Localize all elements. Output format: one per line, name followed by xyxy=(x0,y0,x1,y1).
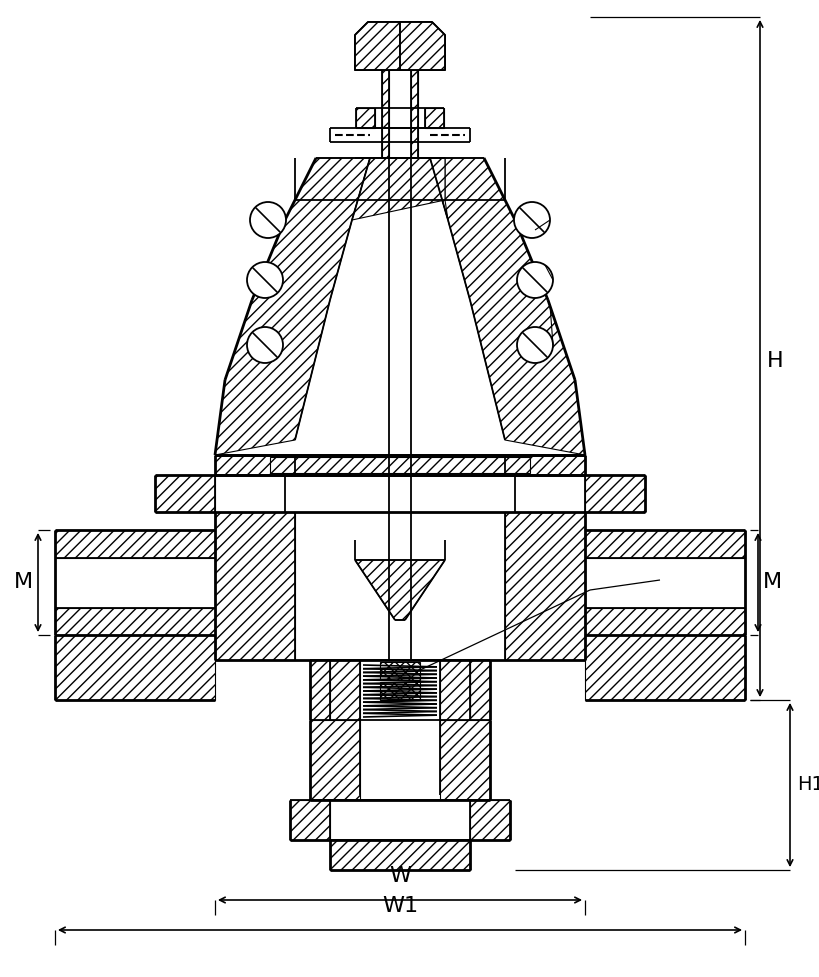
Polygon shape xyxy=(585,530,745,558)
Polygon shape xyxy=(355,22,445,70)
Text: W1: W1 xyxy=(382,896,418,916)
Polygon shape xyxy=(505,455,585,475)
Polygon shape xyxy=(310,720,360,800)
Circle shape xyxy=(247,262,283,298)
Polygon shape xyxy=(330,840,470,870)
Polygon shape xyxy=(355,22,400,70)
Polygon shape xyxy=(430,158,585,455)
Polygon shape xyxy=(585,608,745,635)
Text: H1: H1 xyxy=(797,776,819,794)
Polygon shape xyxy=(356,108,375,128)
Polygon shape xyxy=(215,158,370,455)
Polygon shape xyxy=(55,635,215,700)
Polygon shape xyxy=(55,608,215,635)
Polygon shape xyxy=(430,158,448,220)
Polygon shape xyxy=(270,457,530,473)
Polygon shape xyxy=(425,108,444,128)
Polygon shape xyxy=(215,512,295,660)
Polygon shape xyxy=(155,475,215,512)
Circle shape xyxy=(517,262,553,298)
Polygon shape xyxy=(330,660,360,720)
Polygon shape xyxy=(585,475,645,512)
Polygon shape xyxy=(310,660,330,720)
Polygon shape xyxy=(380,682,420,700)
Polygon shape xyxy=(352,158,445,220)
Polygon shape xyxy=(275,455,315,470)
Polygon shape xyxy=(290,800,330,840)
Polygon shape xyxy=(411,70,418,158)
Polygon shape xyxy=(380,662,420,680)
Polygon shape xyxy=(470,660,490,720)
Polygon shape xyxy=(440,660,470,720)
Text: M: M xyxy=(14,573,33,592)
Text: W: W xyxy=(389,866,411,886)
Text: M: M xyxy=(763,573,782,592)
Circle shape xyxy=(250,202,286,238)
Polygon shape xyxy=(215,455,295,475)
Polygon shape xyxy=(400,22,445,70)
Polygon shape xyxy=(585,635,745,700)
Polygon shape xyxy=(355,560,445,620)
Polygon shape xyxy=(440,720,490,800)
Polygon shape xyxy=(55,530,215,558)
Circle shape xyxy=(247,327,283,363)
Text: H: H xyxy=(767,351,784,371)
Polygon shape xyxy=(505,512,585,660)
Polygon shape xyxy=(485,455,525,470)
Circle shape xyxy=(514,202,550,238)
Circle shape xyxy=(517,327,553,363)
Polygon shape xyxy=(382,70,389,158)
Polygon shape xyxy=(470,800,510,840)
